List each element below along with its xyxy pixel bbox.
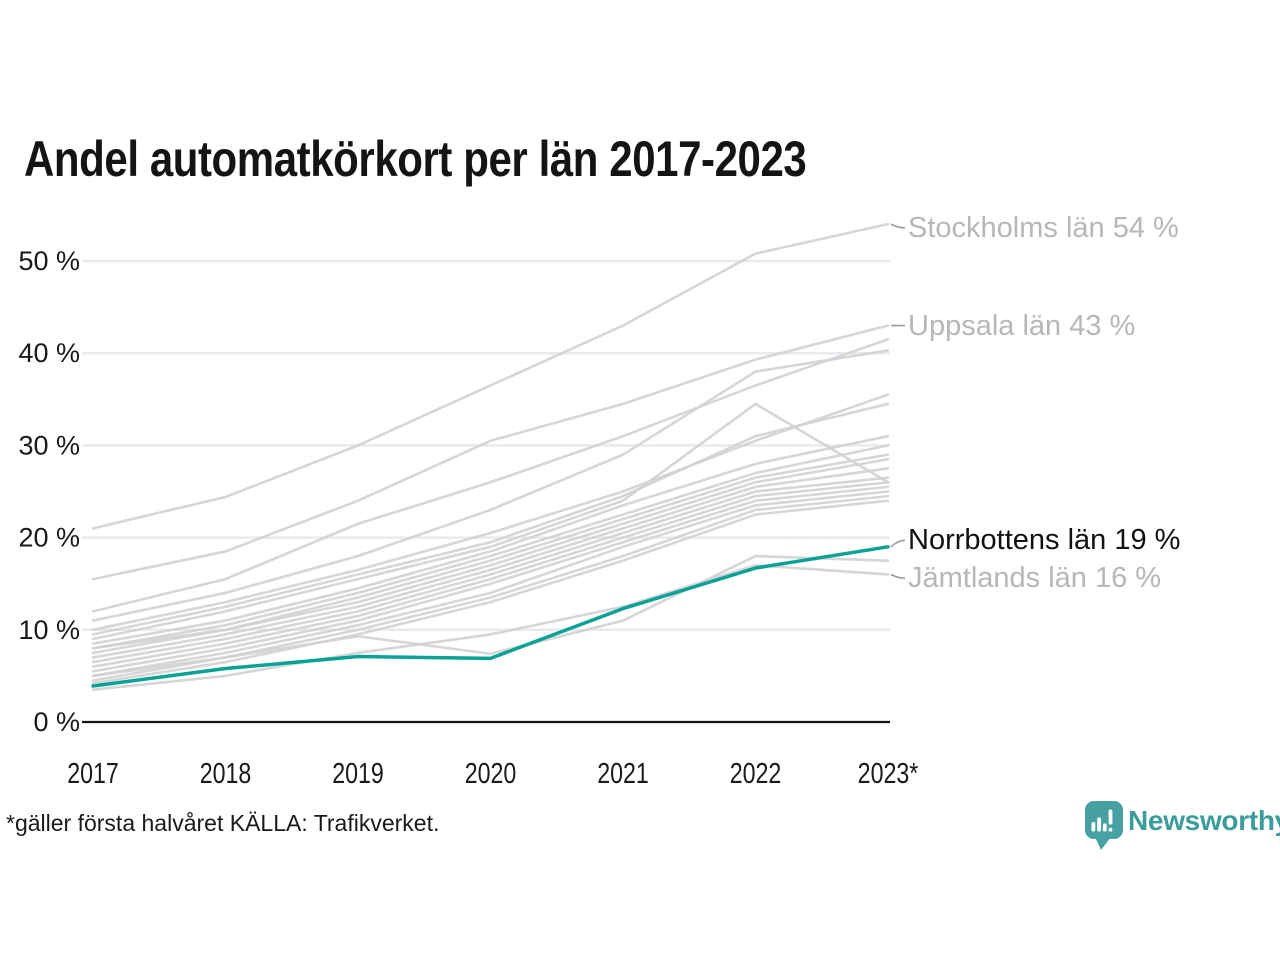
series-line xyxy=(91,349,890,622)
label-leader-line xyxy=(890,223,906,229)
series-line xyxy=(91,402,890,636)
series-line xyxy=(91,554,890,678)
series-label-jamtland: Jämtlands län 16 % xyxy=(908,562,1162,595)
series-line xyxy=(91,563,890,692)
series-line xyxy=(91,434,890,645)
y-tick-label: 10 % xyxy=(18,615,80,645)
x-tick-label: 2018 xyxy=(200,756,252,789)
series-line xyxy=(91,467,890,659)
page-title: Andel automatkörkort per län 2017-2023 xyxy=(24,131,807,187)
series-label-norrbotten: Norrbottens län 19 % xyxy=(908,524,1181,557)
label-leader-line xyxy=(890,573,906,579)
x-tick-label: 2019 xyxy=(332,756,384,789)
x-tick-label: 2020 xyxy=(465,756,517,789)
x-tick-label: 2022 xyxy=(730,756,782,789)
series-line xyxy=(91,480,890,668)
series-line xyxy=(91,444,890,650)
series-line xyxy=(91,476,890,664)
series-line xyxy=(91,457,890,655)
series-line xyxy=(91,490,890,678)
highlighted-series-line xyxy=(91,545,890,688)
newsworthy-logo: Newsworthy xyxy=(1083,798,1280,854)
label-leader-line xyxy=(890,539,906,548)
series-line xyxy=(91,485,890,673)
newsworthy-wordmark: Newsworthy xyxy=(1128,805,1280,836)
x-tick-label: 2023* xyxy=(858,756,919,789)
x-tick-label: 2017 xyxy=(67,756,119,789)
series-line xyxy=(91,338,890,613)
y-tick-label: 50 % xyxy=(18,246,80,276)
source-note: *gäller första halvåret KÄLLA: Trafikver… xyxy=(6,810,440,836)
y-tick-label: 30 % xyxy=(18,430,80,460)
series-line xyxy=(91,402,890,641)
x-tick-label: 2021 xyxy=(597,756,649,789)
series-line xyxy=(91,324,890,581)
series-line xyxy=(91,222,890,530)
series-label-uppsala: Uppsala län 43 % xyxy=(908,309,1136,342)
y-tick-label: 0 % xyxy=(33,707,80,737)
y-tick-label: 40 % xyxy=(18,338,80,368)
newsworthy-bubble-icon xyxy=(1085,801,1123,850)
series-line xyxy=(91,499,890,685)
series-line xyxy=(91,393,890,632)
y-tick-label: 20 % xyxy=(18,523,80,553)
series-label-stockholm: Stockholms län 54 % xyxy=(908,211,1179,244)
